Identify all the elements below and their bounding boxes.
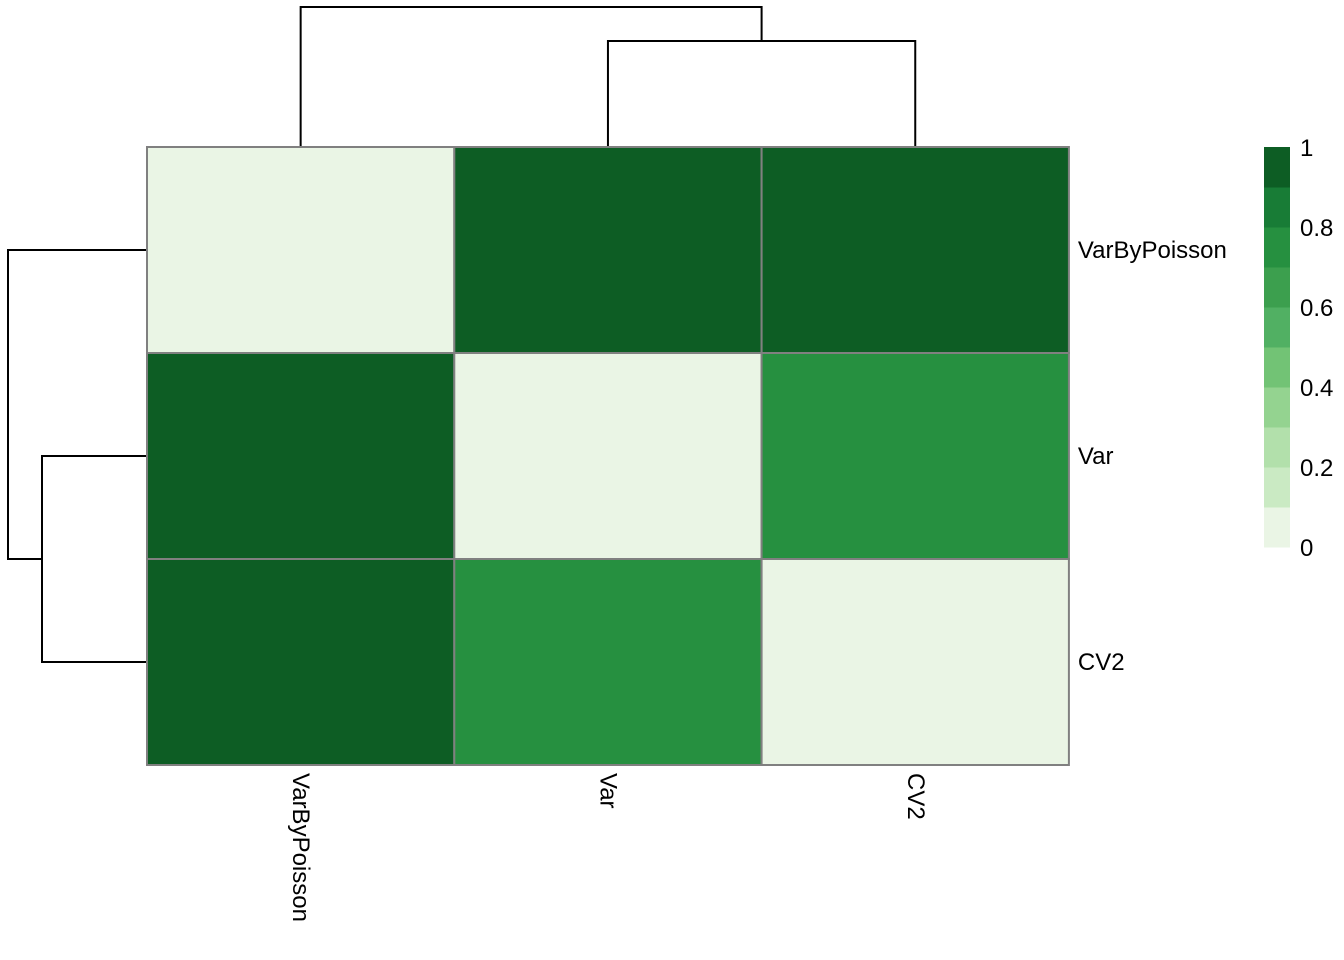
column-dendrogram-branch-root [299, 6, 763, 147]
heatmap-cells [146, 146, 1070, 766]
heatmap-cell-CV2-Var [453, 558, 763, 766]
column-labels: VarByPoisson Var CV2 [287, 773, 929, 922]
heatmap-cell-Var-Var [453, 352, 763, 560]
column-label-VarByPoisson: VarByPoisson [287, 773, 314, 922]
column-dendrogram [299, 6, 917, 147]
row-dendrogram [7, 249, 147, 663]
legend-swatch [1264, 187, 1290, 228]
heatmap-cell-Var-VarByPoisson [146, 352, 456, 560]
legend-tick-label: 0.2 [1300, 455, 1333, 482]
row-dendrogram-branch-root [7, 249, 147, 560]
legend-swatch [1264, 307, 1290, 348]
column-label-CV2: CV2 [902, 773, 929, 820]
column-label-Var: Var [594, 773, 621, 809]
row-label-VarByPoisson: VarByPoisson [1078, 237, 1227, 264]
legend-tick-label: 0.4 [1300, 375, 1333, 402]
heatmap-cell-Var-CV2 [760, 352, 1070, 560]
column-dendrogram-branch-var-cv2 [606, 40, 917, 147]
legend-swatch [1264, 227, 1290, 268]
legend-swatch [1264, 147, 1290, 188]
legend-swatch [1264, 427, 1290, 468]
heatmap-cell-VarByPoisson-CV2 [760, 146, 1070, 354]
heatmap-cell-VarByPoisson-Var [453, 146, 763, 354]
legend-swatch [1264, 267, 1290, 308]
heatmap-cell-VarByPoisson-VarByPoisson [146, 146, 456, 354]
legend-tick-label: 1 [1300, 135, 1313, 162]
row-dendrogram-branch-var-cv2 [41, 455, 147, 663]
heatmap-cell-CV2-VarByPoisson [146, 558, 456, 766]
legend-swatch [1264, 387, 1290, 428]
row-labels: VarByPoisson Var CV2 [1078, 237, 1227, 676]
legend-tick-label: 0.6 [1300, 295, 1333, 322]
legend-tick-label: 0 [1300, 535, 1313, 562]
color-legend: 0 0.2 0.4 0.6 0.8 1 [1264, 135, 1333, 562]
legend-swatch [1264, 467, 1290, 508]
row-label-CV2: CV2 [1078, 649, 1125, 676]
legend-swatch [1264, 507, 1290, 548]
legend-tick-label: 0.8 [1300, 215, 1333, 242]
legend-swatch [1264, 347, 1290, 388]
row-label-Var: Var [1078, 443, 1114, 470]
heatmap-cell-CV2-CV2 [760, 558, 1070, 766]
